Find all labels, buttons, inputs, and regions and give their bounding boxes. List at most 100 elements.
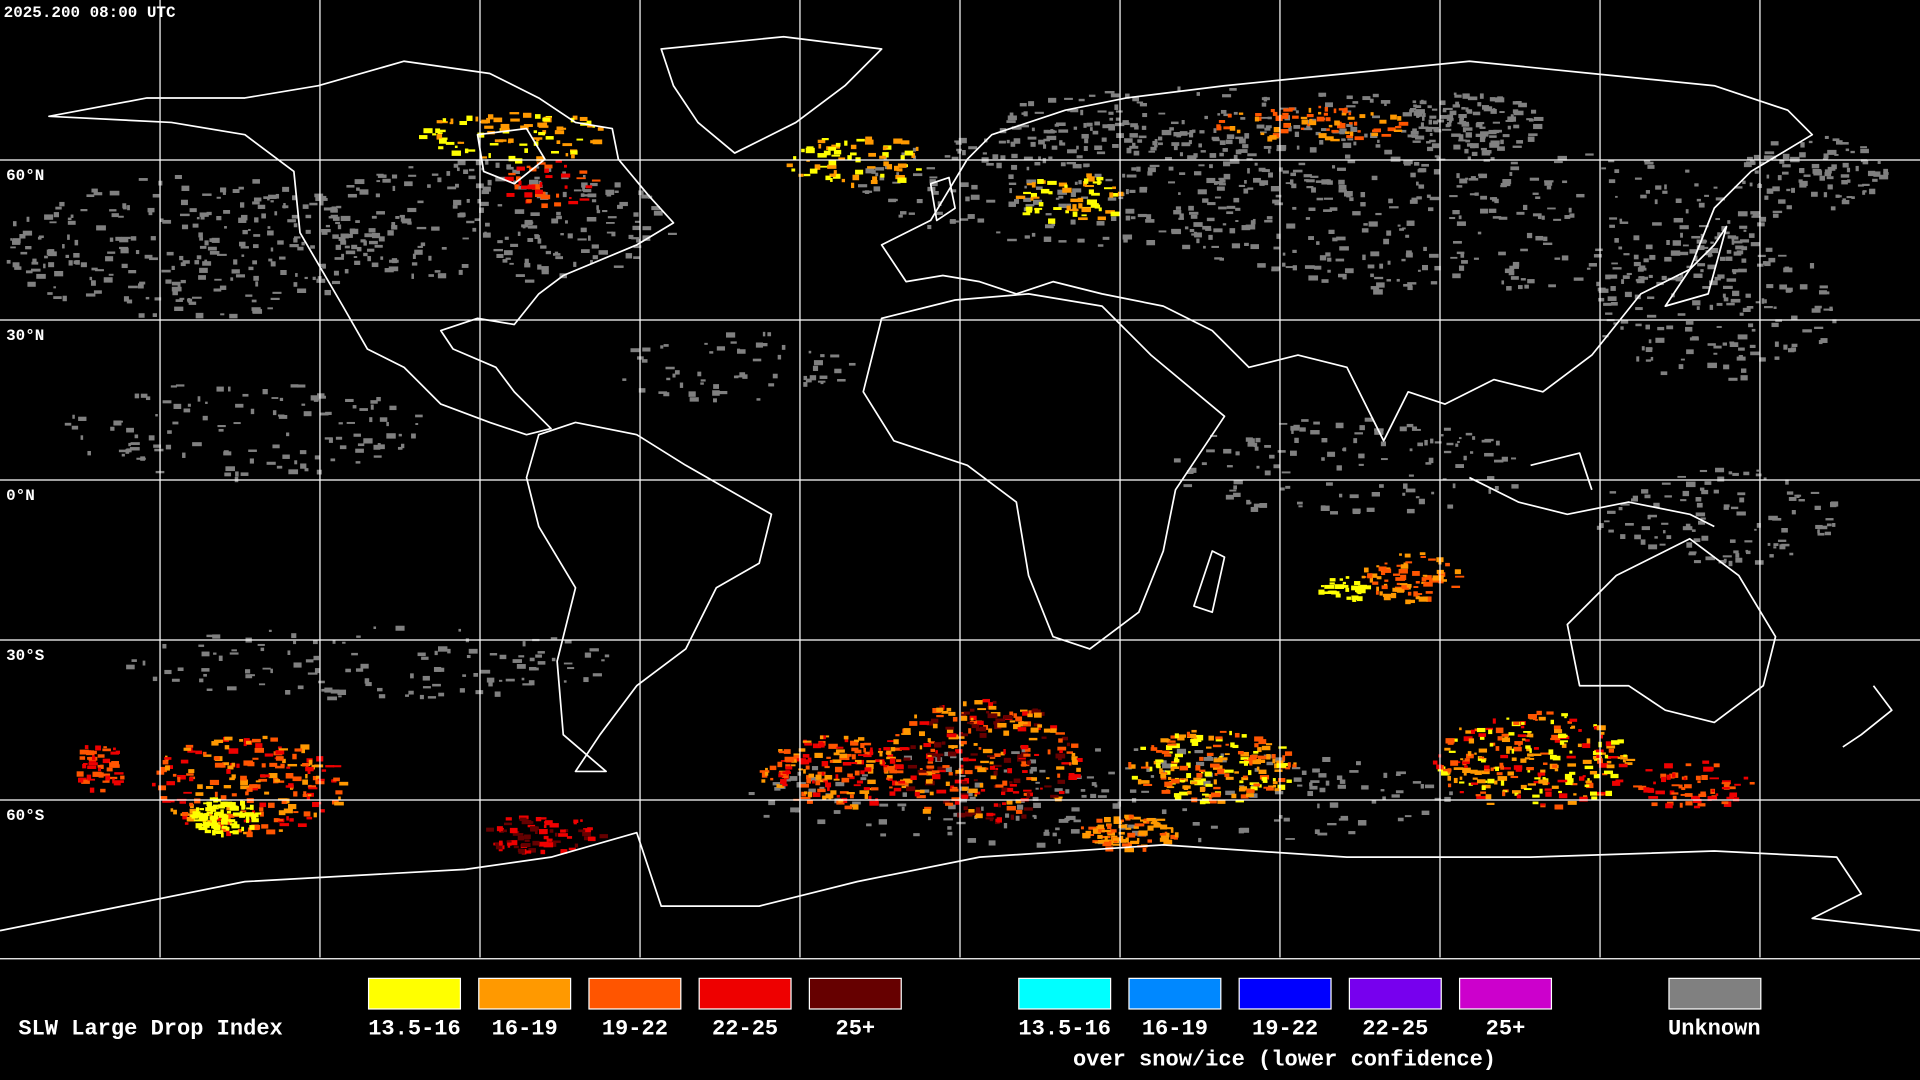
cloud-pixel — [1167, 743, 1177, 746]
cloud-pixel — [1097, 110, 1107, 113]
cloud-pixel — [145, 396, 151, 401]
cloud-pixel — [1421, 810, 1430, 816]
cloud-pixel — [1832, 522, 1836, 527]
cloud-pixel — [192, 296, 202, 299]
legend-swatch — [1668, 977, 1762, 1010]
cloud-pixel — [1006, 139, 1010, 144]
cloud-pixel — [1376, 565, 1380, 568]
cloud-pixel — [1058, 838, 1061, 844]
cloud-pixel — [1311, 187, 1316, 193]
cloud-pixel — [1573, 793, 1577, 796]
cloud-pixel — [1621, 279, 1625, 284]
cloud-pixel — [1474, 752, 1477, 755]
cloud-pixel — [791, 168, 796, 172]
cloud-pixel — [445, 141, 455, 145]
cloud-pixel — [830, 177, 833, 182]
cloud-pixel — [827, 786, 830, 792]
cloud-pixel — [251, 787, 258, 791]
cloud-pixel — [1203, 756, 1214, 761]
cloud-pixel — [1118, 831, 1125, 835]
cloud-pixel — [1651, 802, 1658, 807]
cloud-pixel — [239, 241, 246, 247]
cloud-pixel — [949, 220, 959, 223]
cloud-pixel — [123, 296, 129, 302]
cloud-pixel — [1357, 591, 1362, 595]
cloud-pixel — [307, 769, 311, 774]
cloud-pixel — [1694, 255, 1698, 262]
cloud-pixel — [543, 192, 548, 197]
cloud-pixel — [887, 765, 895, 771]
cloud-pixel — [518, 180, 522, 186]
cloud-pixel — [316, 278, 326, 283]
cloud-pixel — [1685, 209, 1689, 214]
cloud-pixel — [1717, 274, 1725, 279]
cloud-pixel — [199, 237, 204, 241]
cloud-pixel — [983, 767, 989, 770]
cloud-pixel — [1033, 802, 1041, 809]
cloud-pixel — [895, 174, 905, 180]
cloud-pixel — [314, 668, 320, 674]
cloud-pixel — [1626, 758, 1636, 762]
cloud-pixel — [799, 783, 810, 788]
cloud-pixel — [1477, 102, 1482, 107]
cloud-pixel — [960, 182, 969, 187]
cloud-pixel — [1418, 184, 1425, 189]
cloud-pixel — [1173, 458, 1181, 463]
cloud-pixel — [1406, 252, 1413, 258]
cloud-pixel — [942, 765, 950, 768]
cloud-pixel — [1108, 111, 1114, 115]
cloud-pixel — [556, 140, 561, 144]
cloud-pixel — [617, 204, 623, 209]
cloud-pixel — [1258, 784, 1262, 788]
cloud-pixel — [1841, 180, 1848, 185]
cloud-pixel — [513, 845, 519, 849]
cloud-pixel — [1734, 186, 1743, 189]
cloud-pixel — [248, 449, 257, 452]
cloud-pixel — [931, 191, 939, 195]
cloud-pixel — [562, 143, 573, 147]
cloud-pixel — [1329, 578, 1336, 582]
cloud-pixel — [642, 347, 651, 352]
cloud-pixel — [1387, 260, 1391, 265]
cloud-pixel — [1338, 189, 1347, 193]
cloud-pixel — [1749, 182, 1753, 187]
cloud-pixel — [1290, 450, 1297, 456]
cloud-pixel — [213, 652, 217, 655]
cloud-pixel — [297, 384, 306, 388]
cloud-pixel — [1312, 768, 1320, 773]
cloud-pixel — [233, 422, 241, 425]
cloud-pixel — [883, 161, 889, 167]
cloud-pixel — [1728, 786, 1736, 790]
cloud-pixel — [434, 667, 445, 672]
cloud-pixel — [135, 250, 140, 255]
cloud-pixel — [151, 782, 156, 787]
cloud-pixel — [1314, 829, 1320, 834]
cloud-pixel — [1464, 765, 1468, 768]
cloud-pixel — [1204, 115, 1208, 120]
cloud-pixel — [1083, 145, 1088, 151]
cloud-pixel — [605, 189, 615, 195]
cloud-pixel — [831, 144, 840, 149]
cloud-pixel — [1506, 749, 1510, 754]
cloud-pixel — [79, 756, 86, 760]
cloud-pixel — [1158, 230, 1167, 233]
cloud-pixel — [825, 782, 832, 788]
cloud-pixel — [1561, 713, 1568, 717]
cloud-pixel — [373, 626, 377, 630]
cloud-pixel — [494, 139, 504, 143]
cloud-pixel — [1017, 727, 1027, 732]
cloud-pixel — [435, 128, 441, 133]
cloud-pixel — [563, 662, 573, 665]
cloud-pixel — [1238, 184, 1246, 187]
cloud-pixel — [1702, 286, 1711, 289]
cloud-pixel — [780, 760, 786, 762]
cloud-pixel — [579, 198, 590, 201]
cloud-pixel — [1691, 235, 1701, 239]
cloud-pixel — [1346, 194, 1351, 198]
cloud-pixel — [1405, 599, 1416, 604]
cloud-pixel — [224, 736, 233, 741]
cloud-pixel — [1139, 186, 1148, 190]
cloud-pixel — [1510, 161, 1518, 165]
cloud-pixel — [1654, 199, 1658, 205]
cloud-pixel — [1221, 759, 1227, 763]
